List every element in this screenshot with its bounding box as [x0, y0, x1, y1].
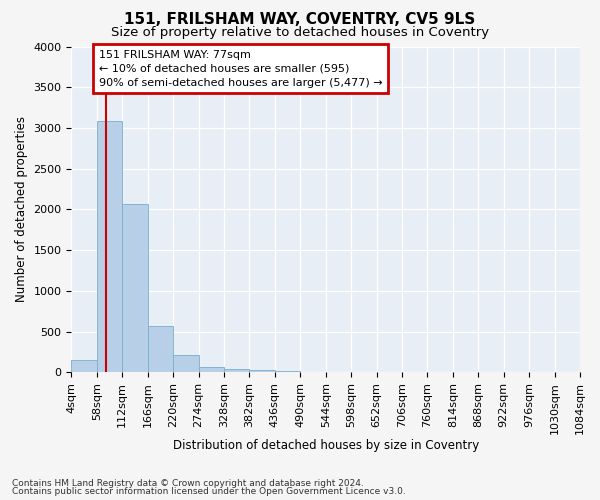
X-axis label: Distribution of detached houses by size in Coventry: Distribution of detached houses by size …	[173, 440, 479, 452]
Bar	[148, 326, 173, 372]
Text: Contains public sector information licensed under the Open Government Licence v3: Contains public sector information licen…	[12, 487, 406, 496]
Bar	[199, 366, 224, 372]
Text: 151 FRILSHAM WAY: 77sqm
← 10% of detached houses are smaller (595)
90% of semi-d: 151 FRILSHAM WAY: 77sqm ← 10% of detache…	[99, 50, 382, 88]
Text: 151, FRILSHAM WAY, COVENTRY, CV5 9LS: 151, FRILSHAM WAY, COVENTRY, CV5 9LS	[124, 12, 476, 28]
Text: Contains HM Land Registry data © Crown copyright and database right 2024.: Contains HM Land Registry data © Crown c…	[12, 478, 364, 488]
Bar	[250, 370, 275, 372]
Bar	[71, 360, 97, 372]
Bar	[122, 204, 148, 372]
Bar	[97, 122, 122, 372]
Bar	[275, 371, 300, 372]
Bar	[173, 355, 199, 372]
Y-axis label: Number of detached properties: Number of detached properties	[15, 116, 28, 302]
Bar	[224, 370, 250, 372]
Text: Size of property relative to detached houses in Coventry: Size of property relative to detached ho…	[111, 26, 489, 39]
